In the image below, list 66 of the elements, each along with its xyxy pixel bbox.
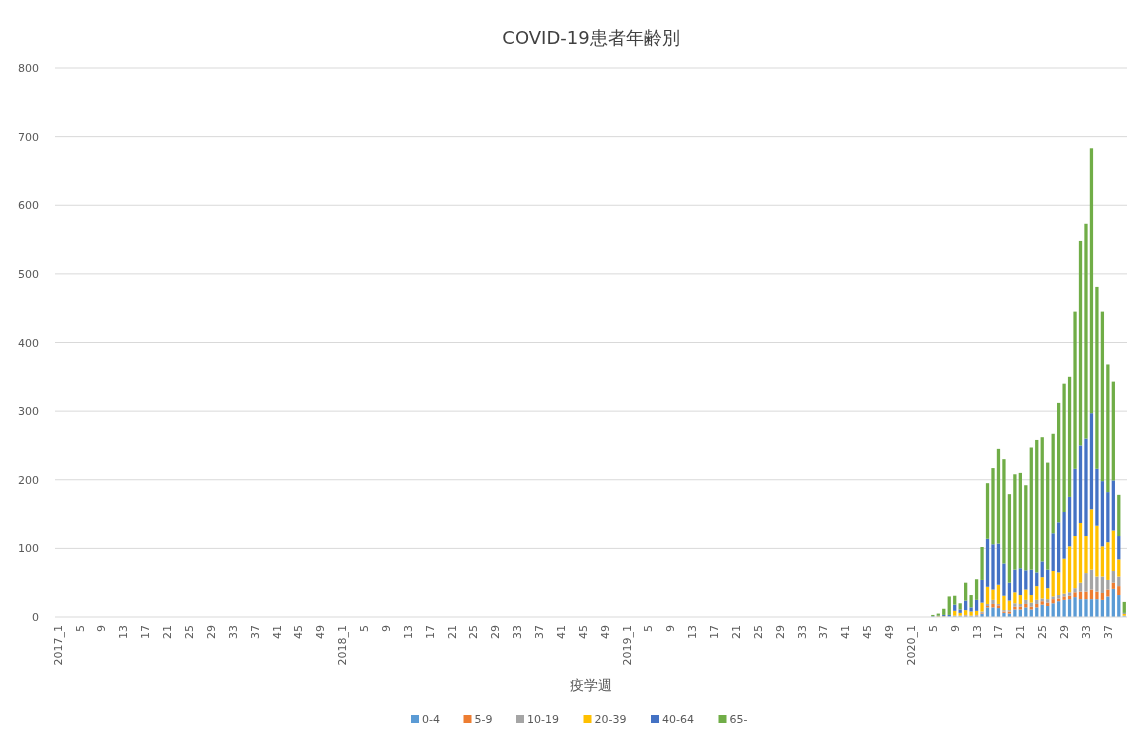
y-tick-label: 200 <box>18 473 39 487</box>
x-axis-title: 疫学週 <box>570 677 612 693</box>
x-tick-label: 45 <box>576 625 590 639</box>
legend-label: 0-4 <box>422 713 440 726</box>
y-tick-label: 100 <box>18 542 39 556</box>
x-tick-label: 21 <box>161 625 175 639</box>
x-tick-label: 37 <box>1101 625 1115 639</box>
x-tick-label: 17 <box>708 625 722 639</box>
y-tick-label: 0 <box>32 611 39 624</box>
x-tick-label: 5 <box>926 625 940 632</box>
x-tick-label: 29 <box>773 625 787 639</box>
y-tick-label: 600 <box>18 199 39 213</box>
x-tick-label: 2019_1 <box>620 625 634 666</box>
x-tick-label: 5 <box>642 625 656 632</box>
x-tick-label: 2020_1 <box>904 625 918 666</box>
x-tick-label: 2018_1 <box>336 625 350 666</box>
x-tick-label: 41 <box>839 625 853 639</box>
x-tick-label: 37 <box>248 625 262 639</box>
x-tick-label: 25 <box>467 625 481 639</box>
x-tick-label: 13 <box>401 625 415 639</box>
x-tick-label: 33 <box>226 625 240 639</box>
y-tick-label: 700 <box>18 130 39 144</box>
x-tick-label: 5 <box>73 625 87 632</box>
x-tick-label: 41 <box>270 625 284 639</box>
x-tick-label: 45 <box>861 625 875 639</box>
x-tick-label: 17 <box>992 625 1006 639</box>
x-tick-label: 21 <box>729 625 743 639</box>
x-tick-label: 41 <box>554 625 568 639</box>
y-tick-label: 800 <box>18 62 39 75</box>
legend-label: 20-39 <box>594 713 627 726</box>
x-tick-label: 9 <box>379 625 393 632</box>
x-tick-label: 25 <box>183 625 196 639</box>
x-tick-label: 49 <box>314 625 328 639</box>
x-tick-label: 29 <box>1058 625 1072 639</box>
legend-label: 65- <box>729 713 748 726</box>
x-tick-label: 9 <box>948 625 962 632</box>
x-tick-label: 29 <box>204 625 218 639</box>
x-tick-label: 49 <box>598 625 612 639</box>
x-tick-label: 5 <box>358 625 372 632</box>
x-tick-label: 45 <box>292 625 306 639</box>
x-tick-label: 33 <box>1079 625 1093 639</box>
x-tick-label: 25 <box>751 625 765 639</box>
y-tick-label: 400 <box>18 336 39 350</box>
x-tick-label: 49 <box>883 625 897 639</box>
x-tick-label: 37 <box>533 625 547 639</box>
x-tick-label: 2017_1 <box>51 625 65 666</box>
x-tick-label: 17 <box>139 625 153 639</box>
x-tick-label: 29 <box>489 625 503 639</box>
x-tick-label: 33 <box>795 625 809 639</box>
x-tick-label: 13 <box>970 625 984 639</box>
x-tick-label: 17 <box>423 625 437 639</box>
x-tick-label: 9 <box>664 625 678 632</box>
y-tick-label: 300 <box>18 405 39 419</box>
x-tick-label: 25 <box>1036 625 1050 639</box>
x-tick-label: 13 <box>686 625 700 639</box>
x-tick-label: 21 <box>445 625 459 639</box>
x-tick-label: 13 <box>117 625 131 639</box>
y-tick-label: 500 <box>18 267 39 281</box>
chart-title: COVID-19患者年齢別 <box>502 27 680 48</box>
x-tick-label: 37 <box>817 625 831 639</box>
x-tick-label: 33 <box>511 625 525 639</box>
x-tick-label: 9 <box>95 625 109 632</box>
legend-label: 10-19 <box>527 713 559 726</box>
x-tick-label: 21 <box>1014 625 1028 639</box>
legend-label: 40-64 <box>662 713 694 726</box>
legend-label: 5-9 <box>474 713 493 726</box>
